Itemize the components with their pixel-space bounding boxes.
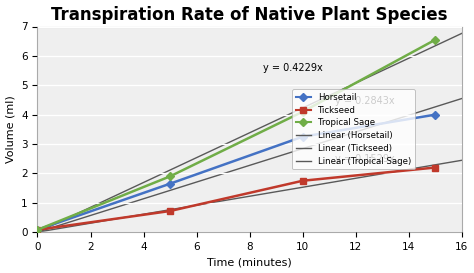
Text: y = 0.2843x: y = 0.2843x (335, 96, 394, 106)
Text: y = 0.1529x: y = 0.1529x (335, 154, 394, 164)
Text: y = 0.4229x: y = 0.4229x (263, 63, 323, 73)
Title: Transpiration Rate of Native Plant Species: Transpiration Rate of Native Plant Speci… (51, 5, 448, 23)
X-axis label: Time (minutes): Time (minutes) (207, 257, 292, 268)
Legend: Horsetail, Tickseed, Tropical Sage, Linear (Horsetail), Linear (Tickseed), Linea: Horsetail, Tickseed, Tropical Sage, Line… (292, 89, 415, 170)
Y-axis label: Volume (ml): Volume (ml) (6, 96, 16, 163)
